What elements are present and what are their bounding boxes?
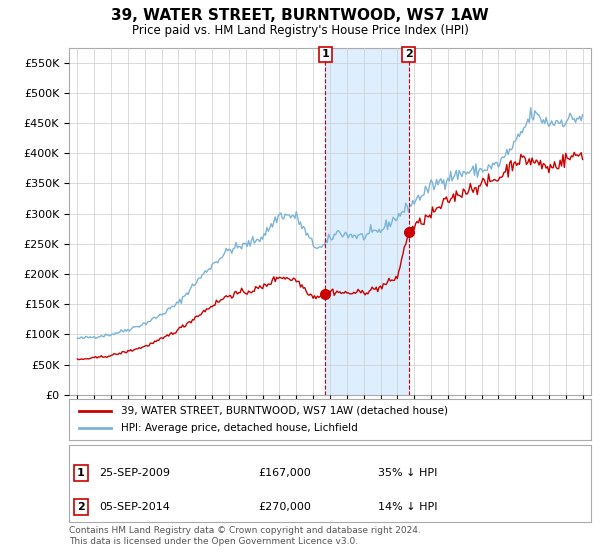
Text: HPI: Average price, detached house, Lichfield: HPI: Average price, detached house, Lich… (121, 423, 358, 433)
Text: Contains HM Land Registry data © Crown copyright and database right 2024.
This d: Contains HM Land Registry data © Crown c… (69, 526, 421, 546)
Text: £270,000: £270,000 (258, 502, 311, 512)
Text: 35% ↓ HPI: 35% ↓ HPI (378, 468, 437, 478)
Text: £167,000: £167,000 (258, 468, 311, 478)
Text: 05-SEP-2014: 05-SEP-2014 (99, 502, 170, 512)
Text: 1: 1 (322, 49, 329, 59)
Text: 39, WATER STREET, BURNTWOOD, WS7 1AW: 39, WATER STREET, BURNTWOOD, WS7 1AW (111, 8, 489, 24)
Text: 1: 1 (77, 468, 85, 478)
Bar (325, 48, 409, 395)
Text: 2: 2 (77, 502, 85, 512)
Text: 14% ↓ HPI: 14% ↓ HPI (378, 502, 437, 512)
Text: 39, WATER STREET, BURNTWOOD, WS7 1AW (detached house): 39, WATER STREET, BURNTWOOD, WS7 1AW (de… (121, 405, 448, 416)
Text: 25-SEP-2009: 25-SEP-2009 (99, 468, 170, 478)
Text: 2: 2 (405, 49, 413, 59)
Text: Price paid vs. HM Land Registry's House Price Index (HPI): Price paid vs. HM Land Registry's House … (131, 24, 469, 36)
